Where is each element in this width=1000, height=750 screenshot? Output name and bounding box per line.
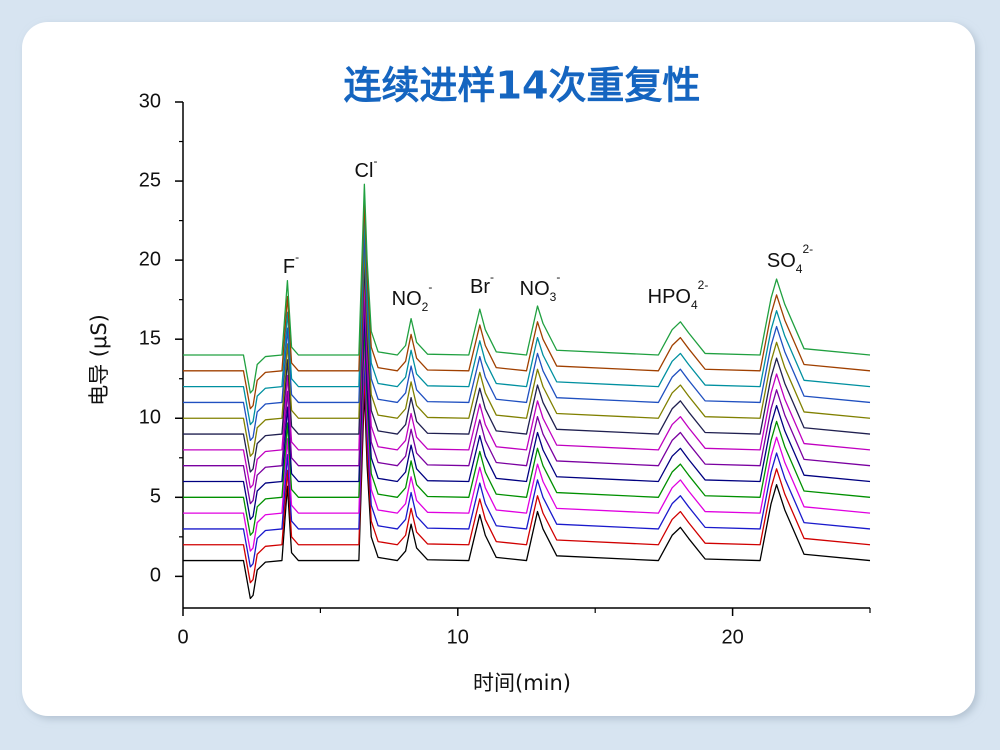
- trace-line: [183, 262, 871, 473]
- peak-label-sup: -: [490, 270, 494, 284]
- trace-line: [183, 231, 871, 442]
- y-tick-label: 20: [139, 248, 161, 270]
- peak-label: NO3 -: [520, 270, 561, 304]
- y-tick-label: 30: [139, 90, 161, 112]
- peak-label-base: Cl: [355, 160, 374, 182]
- peak-label-sub: 4: [691, 298, 698, 312]
- peak-label-sup: 2-: [698, 278, 709, 292]
- trace-line: [183, 278, 871, 489]
- peak-label-base: Br: [470, 276, 490, 298]
- peak-label-sup: -: [428, 280, 432, 294]
- peak-label: SO4 2-: [767, 242, 813, 276]
- peak-label-base: NO: [520, 278, 550, 300]
- peak-label: Cl-: [355, 154, 378, 182]
- peak-label-base: F: [283, 256, 295, 278]
- trace-line: [183, 199, 871, 410]
- x-tick-label: 20: [721, 626, 743, 648]
- trace-line: [183, 389, 871, 600]
- y-tick-label: 10: [139, 407, 161, 429]
- y-tick-label: 25: [139, 169, 161, 191]
- trace-line: [183, 294, 871, 505]
- peak-label-sup: -: [373, 154, 377, 168]
- y-tick-label: 0: [150, 565, 161, 587]
- peak-label-sub: 4: [796, 262, 803, 276]
- chart-title: 连续进样14次重复性: [344, 64, 701, 108]
- trace-line: [183, 357, 871, 568]
- peak-label-sup: -: [556, 270, 560, 284]
- peak-label-base: NO: [392, 288, 422, 310]
- peak-label: HPO42-: [648, 278, 709, 312]
- trace-line: [183, 325, 871, 536]
- peak-label-sub: 3: [550, 290, 557, 304]
- peak-label: Br-: [470, 270, 494, 298]
- x-tick-label: 10: [447, 626, 469, 648]
- x-axis-label: 时间(min): [473, 671, 571, 695]
- peak-label-sup: 2-: [802, 242, 813, 256]
- card: [22, 22, 975, 716]
- peak-label-sup: -: [295, 250, 299, 264]
- x-tick-label: 0: [177, 626, 188, 648]
- trace-line: [183, 310, 871, 521]
- peak-label: NO2 -: [392, 280, 433, 314]
- peak-label: F-: [283, 250, 299, 278]
- peak-label-base: HPO: [648, 286, 691, 308]
- trace-line: [183, 341, 871, 552]
- y-tick-label: 5: [150, 486, 161, 508]
- trace-line: [183, 215, 871, 426]
- y-axis-label: 电导 (μS): [87, 314, 111, 406]
- trace-line: [183, 183, 871, 394]
- peak-label-base: SO: [767, 250, 796, 272]
- trace-line: [183, 373, 871, 584]
- trace-line: [183, 246, 871, 457]
- peak-label-sub: 2: [422, 300, 429, 314]
- y-tick-label: 15: [139, 327, 161, 349]
